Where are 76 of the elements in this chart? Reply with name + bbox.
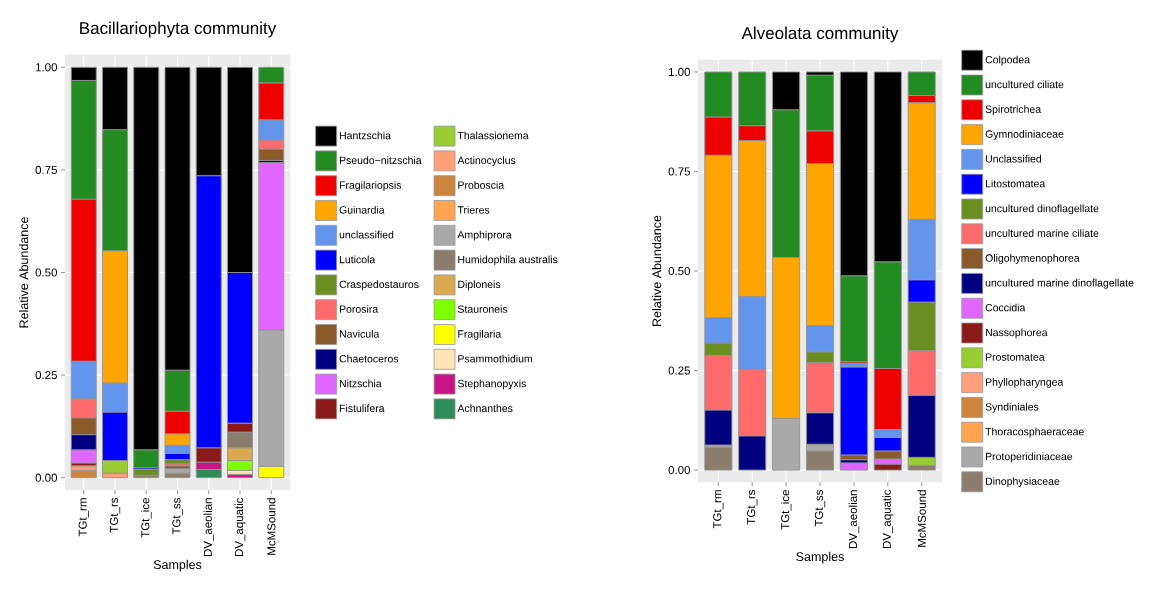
x-tick-label: DV_aquatic	[882, 489, 894, 549]
legend-label: Humidophila australis	[458, 255, 558, 266]
bar	[133, 469, 160, 476]
y-tick-label: 1.00	[668, 67, 691, 77]
legend-label: Stauroneis	[457, 305, 508, 313]
y-tick-label: 0.50	[668, 266, 691, 276]
x-axis-title: Samples	[153, 559, 202, 572]
x-tick-label: DV_aeolian	[848, 490, 860, 549]
y-tick-label: 0.00	[35, 473, 58, 482]
y-tick-label: 0.25	[35, 371, 57, 380]
legend-label: Fragilariopsis	[339, 181, 402, 191]
legend-label: Stephanopyxis	[457, 379, 526, 390]
y-tick-label: 1.00	[35, 63, 58, 72]
legend-label: Guinardia	[339, 205, 385, 214]
x-tick-label: TGt_rs	[747, 489, 758, 525]
y-tick-label: 0.75	[668, 167, 690, 176]
legend-label: Amphiprora	[457, 230, 512, 241]
legend-label: Proboscia	[458, 181, 505, 189]
chart-title: Alveolata community	[741, 26, 899, 43]
y-axis-title: Relative Abundance	[652, 215, 662, 326]
legend-label: Nitzschia	[339, 379, 382, 388]
legend-label: uncultured marine ciliate	[985, 229, 1099, 237]
legend-label: Spirotrichea	[985, 105, 1042, 116]
legend-label: Unclassified	[985, 154, 1042, 163]
x-tick-label: TGt_ss	[814, 489, 826, 527]
legend-label: Luticola	[339, 255, 376, 264]
bar	[164, 468, 191, 474]
x-tick-label: TGt_ss	[172, 497, 183, 535]
legend-label: Gymnodiniaceae	[985, 130, 1064, 140]
legend-label: Chaetoceros	[339, 354, 399, 363]
legend-label: Trieres	[457, 205, 490, 214]
legend-label: Navicula	[339, 329, 380, 338]
legend-label: Oligohymenophorea	[985, 254, 1080, 264]
legend-label: Achnanthes	[457, 404, 513, 413]
bar	[704, 446, 733, 471]
legend-label: Colpodea	[985, 55, 1031, 66]
y-tick-label: 0.50	[35, 268, 58, 277]
x-tick-label: McMSound	[267, 498, 276, 555]
legend-label: Psammothidium	[458, 354, 533, 363]
legend-label: Fistulifera	[339, 404, 385, 413]
legend-label: Phyllopharyngea	[985, 378, 1064, 388]
legend-label: uncultured dinoflagellate	[985, 204, 1099, 215]
x-tick-label: TGt_rm	[78, 498, 89, 537]
legend-label: Craspedostauros	[339, 280, 419, 291]
legend-label: Hantzschia	[339, 131, 391, 140]
legend-label: uncultured ciliate	[985, 80, 1064, 89]
legend-label: Protoperidiniaceae	[985, 452, 1073, 463]
y-axis-title: Relative Abundance	[19, 217, 29, 328]
x-tick-label: TGt_ice	[780, 490, 792, 530]
legend-label: Nassophorea	[985, 328, 1048, 339]
legend-label: Diploneis	[458, 280, 501, 291]
legend-label: Litostomatea	[985, 179, 1046, 188]
legend-label: Thoracosphaeraceae	[985, 427, 1084, 438]
legend-label: Pseudo−nitzschia	[339, 156, 422, 165]
y-tick-label: 0.75	[35, 165, 57, 174]
legend-label: Syndiniales	[985, 402, 1039, 413]
x-tick-label: TGt_ice	[140, 498, 152, 538]
chart-title: Bacillariophyta community	[80, 21, 277, 38]
legend-label: unclassified	[339, 230, 394, 239]
x-tick-label: TGt_rm	[713, 490, 724, 529]
bar	[839, 366, 868, 456]
y-tick-label: 0.00	[668, 465, 691, 475]
x-tick-label: DV_aquatic	[234, 497, 246, 557]
x-tick-label: DV_aeolian	[203, 498, 215, 557]
x-tick-label: TGt_rs	[109, 497, 121, 533]
legend-label: Fragilaria	[458, 329, 502, 340]
legend-label: Dinophysiaceae	[985, 477, 1060, 488]
legend-label: Prostomatea	[985, 353, 1045, 361]
x-tick-label: McMSound	[917, 490, 926, 547]
legend-label: Actinocyclus	[457, 156, 516, 167]
y-tick-label: 0.25	[668, 366, 690, 375]
legend-label: Thalassionema	[457, 131, 529, 140]
legend-label: uncultured marine dinoflagellate	[985, 278, 1134, 289]
legend-label: Porosira	[339, 305, 379, 313]
x-axis-title: Samples	[796, 551, 844, 564]
legend-label: Coccidia	[985, 303, 1026, 312]
